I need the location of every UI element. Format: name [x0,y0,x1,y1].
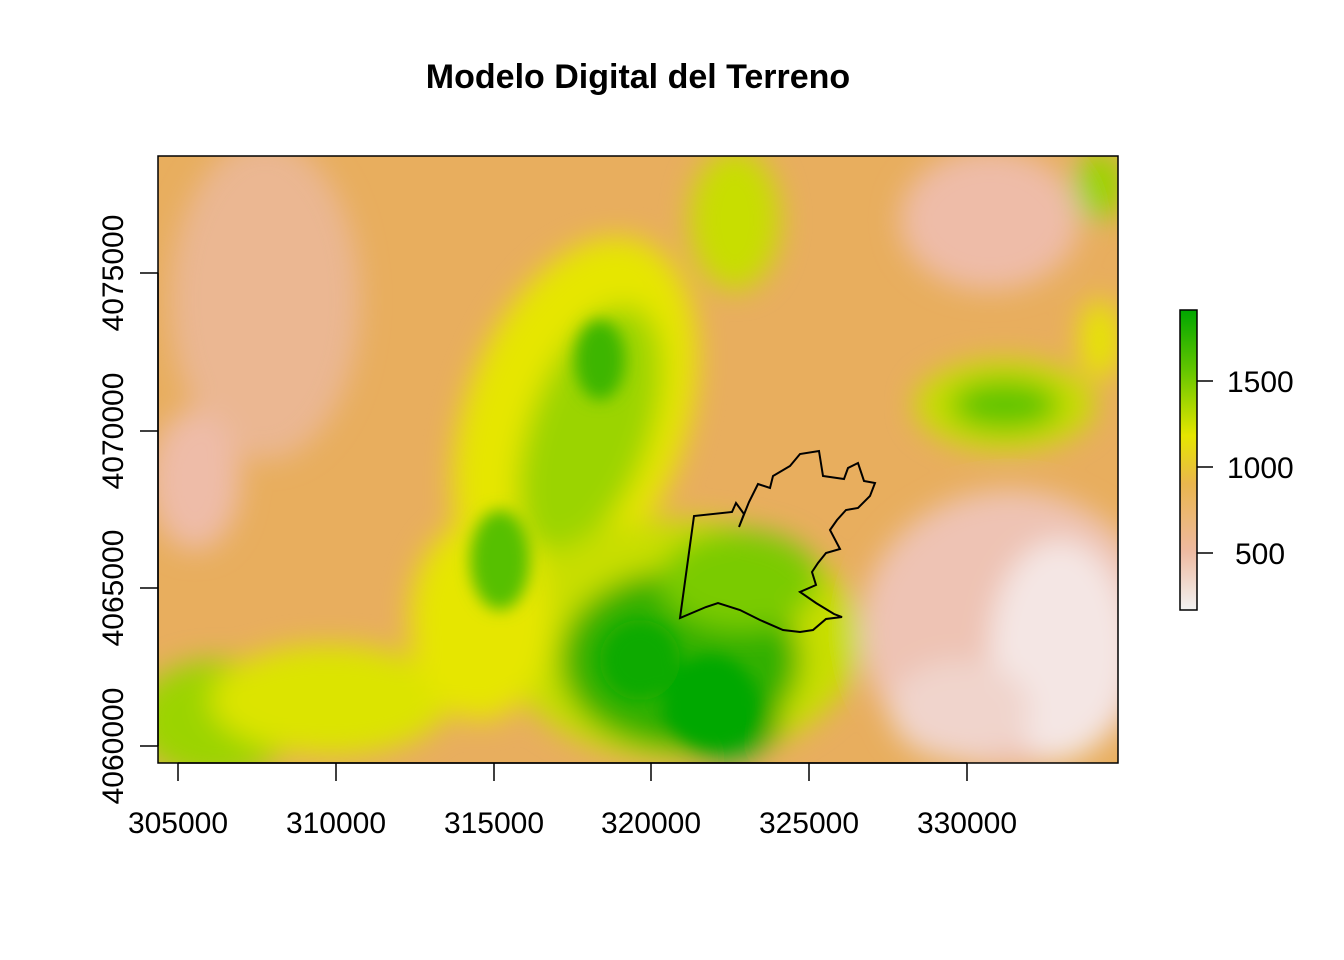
legend-colorbar [1179,309,1198,611]
x-tick-label: 330000 [917,807,1017,840]
elevation-legend: 500 1000 1500 [1179,309,1294,611]
y-tick-label: 4070000 [97,373,130,490]
x-axis [177,762,968,781]
x-tick-label: 325000 [759,807,859,840]
legend-label: 1000 [1227,452,1294,485]
legend-label: 1500 [1227,366,1294,399]
map-title: Modelo Digital del Terreno [425,58,851,96]
x-tick-label: 310000 [286,807,386,840]
x-tick-label: 315000 [444,807,544,840]
boundary-outline [678,449,877,634]
y-tick-label: 4065000 [97,530,130,647]
y-tick-label: 4060000 [97,688,130,805]
x-tick-label: 305000 [128,807,228,840]
x-tick-label: 320000 [601,807,701,840]
legend-label: 500 [1235,538,1285,571]
elevation-raster [158,156,1118,763]
y-axis [140,272,159,747]
y-tick-label: 4075000 [97,215,130,332]
